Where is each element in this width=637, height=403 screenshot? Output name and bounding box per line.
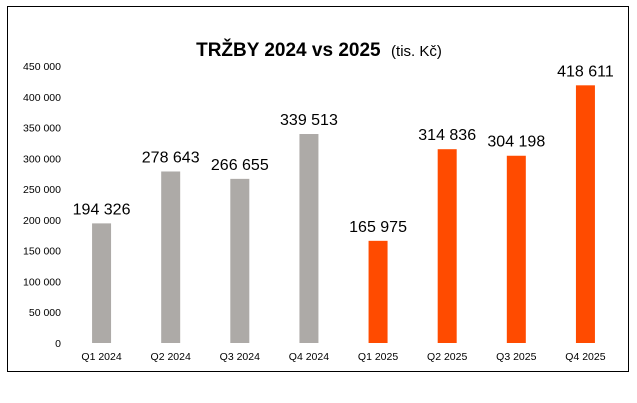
bar xyxy=(506,155,526,343)
bar xyxy=(575,85,595,344)
x-tick-label: Q2 2024 xyxy=(151,351,191,363)
x-tick-label: Q3 2024 xyxy=(220,351,260,363)
y-tick-label: 50 000 xyxy=(29,307,61,319)
x-tick-label: Q1 2024 xyxy=(81,351,121,363)
data-label: 278 643 xyxy=(142,149,200,166)
data-label: 314 836 xyxy=(418,127,476,144)
x-tick-label: Q2 2025 xyxy=(427,351,467,363)
bars xyxy=(92,85,595,344)
y-axis: 0 50 000 100 000 150 000 200 000 250 000 300 0… xyxy=(23,61,61,350)
x-tick-label: Q4 2024 xyxy=(289,351,329,363)
x-tick-label: Q3 2025 xyxy=(496,351,536,363)
y-tick-label: 0 xyxy=(55,338,61,350)
bar xyxy=(230,178,250,343)
data-label: 266 655 xyxy=(211,157,269,174)
chart-frame: TRŽBY 2024 vs 2025 (tis. Kč) 0 50 000 100 … xyxy=(7,6,629,372)
y-tick-label: 250 000 xyxy=(23,184,61,196)
y-tick-label: 350 000 xyxy=(23,123,61,135)
chart-title-unit: (tis. Kč) xyxy=(391,43,442,60)
data-label: 339 513 xyxy=(280,112,338,129)
bar xyxy=(437,149,457,343)
chart-title: TRŽBY 2024 vs 2025 (tis. Kč) xyxy=(196,39,442,61)
data-label: 194 326 xyxy=(73,201,131,218)
bar xyxy=(92,223,112,343)
bar xyxy=(161,171,181,343)
data-label: 165 975 xyxy=(349,219,407,236)
data-label: 304 198 xyxy=(487,134,545,151)
bar-chart: TRŽBY 2024 vs 2025 (tis. Kč) 0 50 000 100 … xyxy=(23,39,614,363)
bar xyxy=(299,134,319,343)
y-tick-label: 150 000 xyxy=(23,246,61,258)
bar xyxy=(368,240,388,343)
y-tick-label: 100 000 xyxy=(23,276,61,288)
x-axis: Q1 2024 Q2 2024 Q3 2024 Q4 2024 Q1 2025 Q2 20… xyxy=(81,351,605,363)
x-tick-label: Q1 2025 xyxy=(358,351,398,363)
y-tick-label: 300 000 xyxy=(23,153,61,165)
y-tick-label: 200 000 xyxy=(23,215,61,227)
x-tick-label: Q4 2025 xyxy=(565,351,605,363)
data-labels: 194 326 278 643 266 655 339 513 165 975 314 8… xyxy=(73,63,614,236)
data-label: 418 611 xyxy=(557,63,614,80)
chart-title-main: TRŽBY 2024 vs 2025 xyxy=(196,39,381,61)
y-tick-label: 400 000 xyxy=(23,92,61,104)
y-tick-label: 450 000 xyxy=(23,61,61,73)
